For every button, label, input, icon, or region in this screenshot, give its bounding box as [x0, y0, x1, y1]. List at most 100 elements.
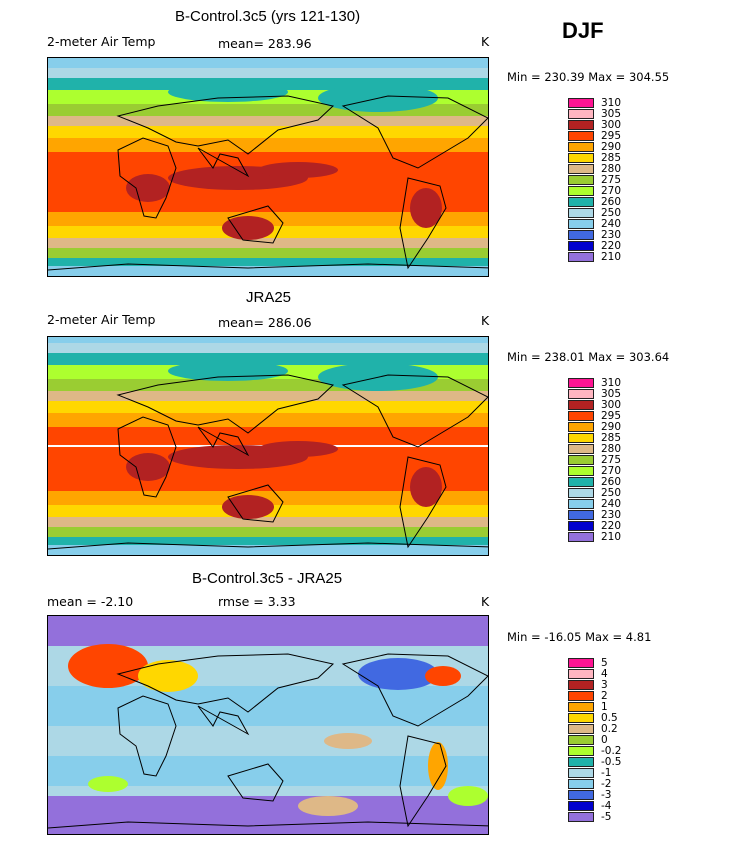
map-blob	[448, 786, 488, 806]
legend-swatch	[568, 389, 594, 399]
legend-swatch	[568, 466, 594, 476]
legend-label: -0.2	[601, 745, 622, 757]
legend-label: 240	[601, 498, 622, 510]
legend-label: -2	[601, 778, 612, 790]
legend-swatch	[568, 768, 594, 778]
map-svg	[48, 337, 488, 555]
coastline	[117, 137, 177, 219]
map-blob	[68, 644, 148, 688]
legend-label: 290	[601, 421, 622, 433]
map-band	[48, 343, 488, 355]
legend-swatch	[568, 109, 594, 119]
map-band	[48, 537, 488, 547]
map-blob	[410, 188, 442, 228]
legend-label: -0.5	[601, 756, 622, 768]
coastline	[341, 374, 488, 448]
coastline	[399, 735, 447, 828]
minmax-label: Min = 230.39 Max = 304.55	[507, 70, 670, 84]
map-band	[48, 391, 488, 403]
coastline	[48, 542, 488, 550]
legend-swatch	[568, 241, 594, 251]
map-blob	[258, 441, 338, 457]
legend-label: 275	[601, 174, 622, 186]
map-blob	[138, 660, 198, 692]
map-svg	[48, 58, 488, 276]
map-blob	[428, 742, 448, 790]
legend-swatch	[568, 400, 594, 410]
map-blob	[222, 495, 274, 519]
legend-swatch	[568, 175, 594, 185]
map-band	[48, 337, 488, 345]
map-band	[48, 116, 488, 128]
legend-label: 260	[601, 476, 622, 488]
map-band	[48, 517, 488, 529]
legend-label: 285	[601, 152, 622, 164]
map-blob	[126, 453, 170, 481]
panel-left-label: mean = -2.10	[47, 594, 134, 609]
legend-label: 210	[601, 531, 622, 543]
coastline	[117, 695, 177, 777]
coastline	[48, 821, 488, 829]
legend-swatch	[568, 779, 594, 789]
legend-label: 220	[601, 520, 622, 532]
coastline	[227, 484, 284, 523]
map-band	[48, 826, 488, 834]
coastline	[227, 205, 284, 244]
map-svg	[48, 616, 488, 834]
legend-swatch	[568, 724, 594, 734]
panel-center-label: mean= 286.06	[218, 315, 312, 330]
legend-swatch	[568, 702, 594, 712]
map-band	[48, 686, 488, 726]
panel-unit: K	[481, 594, 490, 609]
map-band	[48, 258, 488, 268]
legend-swatch	[568, 422, 594, 432]
legend-label: 285	[601, 432, 622, 444]
map-blob	[410, 467, 442, 507]
panel-center-label: rmse = 3.33	[218, 594, 296, 609]
legend-swatch	[568, 680, 594, 690]
map-reanalysis	[47, 336, 489, 556]
legend-label: 260	[601, 196, 622, 208]
legend-swatch	[568, 691, 594, 701]
map-band	[48, 413, 488, 429]
map-blob	[222, 216, 274, 240]
panel-center-label: mean= 283.96	[218, 36, 312, 51]
map-band	[48, 68, 488, 80]
coastline	[341, 653, 488, 727]
legend-label: 300	[601, 399, 622, 411]
map-blob	[258, 162, 338, 178]
legend-label: 295	[601, 410, 622, 422]
map-band	[48, 152, 488, 170]
legend-label: 240	[601, 218, 622, 230]
map-blob	[88, 776, 128, 792]
legend-swatch	[568, 455, 594, 465]
panel-unit: K	[481, 313, 490, 328]
coastline	[116, 95, 335, 155]
legend-label: 295	[601, 130, 622, 142]
map-band	[48, 545, 488, 555]
legend-swatch	[568, 746, 594, 756]
legend-label: 290	[601, 141, 622, 153]
legend-label: 300	[601, 119, 622, 131]
map-band	[48, 401, 488, 415]
map-band	[48, 266, 488, 276]
legend-swatch	[568, 411, 594, 421]
legend-swatch	[568, 153, 594, 163]
legend-swatch	[568, 488, 594, 498]
map-band	[48, 126, 488, 140]
legend-label: 230	[601, 229, 622, 241]
legend-label: 0.2	[601, 723, 618, 735]
map-band	[48, 491, 488, 507]
legend-swatch	[568, 735, 594, 745]
legend-label: 270	[601, 185, 622, 197]
panel-title: JRA25	[246, 289, 292, 306]
map-blob	[425, 666, 461, 686]
legend-swatch	[568, 801, 594, 811]
panel-title: B-Control.3c5 (yrs 121-130)	[175, 8, 361, 25]
legend-label: 275	[601, 454, 622, 466]
legend-label: 305	[601, 388, 622, 400]
coastline	[399, 177, 447, 270]
map-band	[48, 212, 488, 228]
legend-label: 4	[601, 668, 608, 680]
panel-title: B-Control.3c5 - JRA25	[192, 570, 343, 587]
